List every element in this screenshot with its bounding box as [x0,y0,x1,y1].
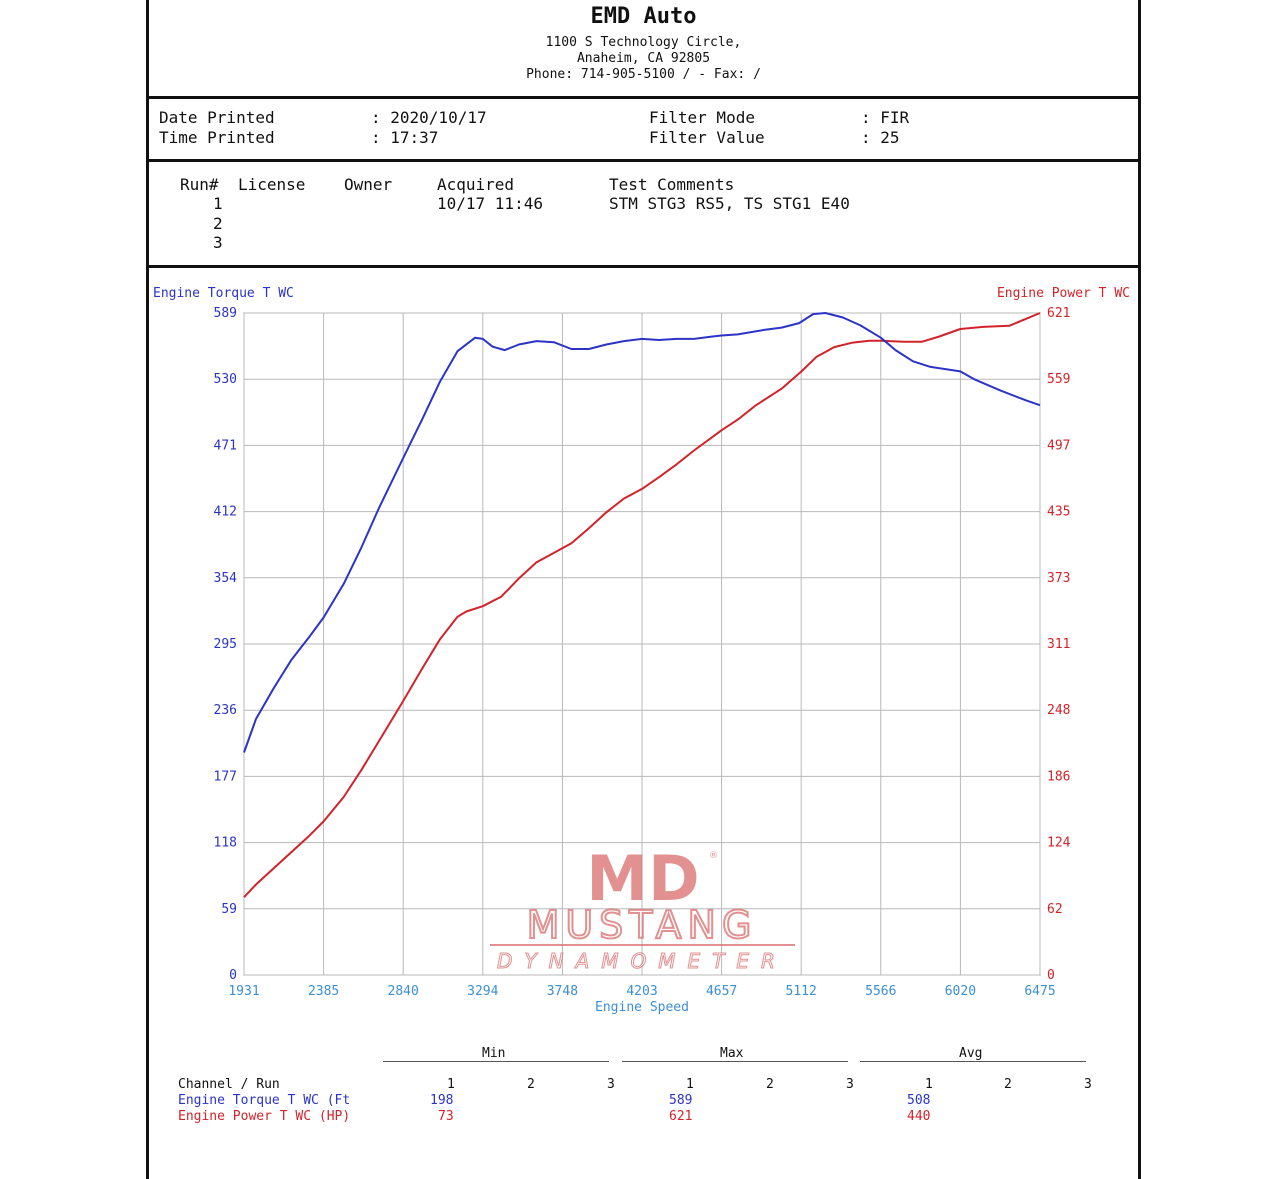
stats-power-max: 621 [669,1109,693,1124]
time-printed-label: Time Printed [159,128,275,147]
y-right-tick-label: 497 [1047,438,1070,453]
phone-line: Phone: 714-905-5100 / - Fax: / [526,67,761,82]
y-right-tick-label: 0 [1047,968,1055,983]
run-1-comment: STM STG3 RS5, TS STG1 E40 [609,194,850,213]
series-line-engine-power [243,312,1041,898]
chart-grid [243,312,1041,976]
y-left-axis-label: Engine Torque T WC [153,286,294,301]
stats-max-run-1: 1 [686,1077,694,1092]
stats-torque-label: Engine Torque T WC (Ft [178,1093,351,1108]
stats-torque-max: 589 [669,1093,693,1108]
x-axis-label: Engine Speed [595,1000,689,1015]
shop-name: EMD Auto [590,4,697,29]
filter-mode-value: : FIR [861,108,910,127]
stats-avg-run-1: 1 [925,1077,933,1092]
run-1-acquired: 10/17 11:46 [437,194,543,213]
stats-max-run-3: 3 [846,1077,854,1092]
filter-value-label: Filter Value [649,128,765,147]
stats-avg-header: Avg [959,1046,983,1061]
logo-brand: MUSTANG [527,903,758,947]
stats-min-rule [383,1061,609,1062]
date-printed-value: : 2020/10/17 [371,108,487,127]
stats-max-rule [622,1061,848,1062]
stats-torque-avg: 508 [907,1093,931,1108]
y-right-tick-label: 186 [1047,769,1070,784]
stats-avg-run-2: 2 [1004,1077,1012,1092]
y-left-tick-label: 530 [214,372,237,387]
stats-power-avg: 440 [907,1109,931,1124]
filter-value-value: : 25 [861,128,900,147]
dyno-report-page: EMD Auto 1100 S Technology Circle, Anahe… [146,0,1141,1179]
y-left-tick-label: 295 [214,637,237,652]
run-2-number: 2 [213,214,223,233]
address-line-2: Anaheim, CA 92805 [576,51,711,66]
stats-max-run-2: 2 [766,1077,774,1092]
runs-header-comments: Test Comments [609,175,735,194]
y-left-tick-label: 59 [221,902,237,917]
print-info-section: Date Printed : 2020/10/17 Time Printed :… [149,99,1138,162]
run-3-number: 3 [213,233,223,252]
runs-header-run: Run# [180,175,219,194]
logo-registered: ® [709,851,718,861]
x-tick-label: 6020 [945,984,976,999]
x-tick-label: 4203 [626,984,657,999]
x-tick-label: 1931 [228,984,259,999]
y-right-tick-label: 248 [1047,703,1070,718]
stats-max-header: Max [720,1046,744,1061]
runs-header-owner: Owner [344,175,393,194]
y-right-tick-label: 124 [1047,836,1071,851]
runs-header-acquired: Acquired [437,175,515,194]
y-right-tick-label: 311 [1047,637,1070,652]
stats-power-label: Engine Power T WC (HP) [178,1109,351,1124]
chart-tick-labels: 1931 2385 2840 3294 3748 4203 4657 5112 5566 6020… [214,306,1071,999]
stats-min-run-3: 3 [607,1077,615,1092]
x-tick-label: 4657 [706,984,737,999]
x-tick-label: 2840 [388,984,419,999]
stats-avg-rule [860,1061,1086,1062]
logo-mark: MD [586,842,699,915]
y-right-tick-label: 621 [1047,306,1070,321]
runs-header-license: License [238,175,306,194]
y-left-tick-label: 0 [229,968,237,983]
y-left-tick-label: 589 [214,306,237,321]
y-right-tick-label: 62 [1047,902,1063,917]
stats-channel-label: Channel / Run [178,1077,280,1092]
y-right-axis-label: Engine Power T WC [997,286,1130,301]
stats-min-header: Min [482,1046,506,1061]
x-tick-label: 5566 [865,984,896,999]
chart-series [243,312,1041,898]
y-right-tick-label: 559 [1047,372,1070,387]
y-left-tick-label: 118 [214,836,237,851]
x-tick-label: 5112 [786,984,817,999]
run-1-number: 1 [213,194,223,213]
y-left-tick-label: 354 [214,571,238,586]
series-line-engine-torque [243,312,1041,753]
y-left-tick-label: 236 [214,703,237,718]
x-tick-label: 3294 [467,984,498,999]
logo-sub: DYNAMOMETER [497,949,787,973]
y-left-tick-label: 177 [214,769,237,784]
time-printed-value: : 17:37 [371,128,439,147]
stats-avg-run-3: 3 [1084,1077,1092,1092]
address-line-1: 1100 S Technology Circle, [545,35,742,50]
y-right-tick-label: 435 [1047,505,1070,520]
runs-table: Run# License Owner Acquired Test Comment… [149,162,1138,268]
stats-power-min: 73 [438,1109,454,1124]
stats-torque-min: 198 [430,1093,454,1108]
y-right-tick-label: 373 [1047,571,1070,586]
y-left-tick-label: 412 [214,505,237,520]
x-tick-label: 3748 [547,984,578,999]
report-header: EMD Auto 1100 S Technology Circle, Anahe… [149,0,1138,99]
stats-min-run-1: 1 [447,1077,455,1092]
mustang-dynamometer-logo: MD ® MUSTANG DYNAMOMETER [490,842,795,974]
stats-min-run-2: 2 [527,1077,535,1092]
x-tick-label: 6475 [1024,984,1055,999]
filter-mode-label: Filter Mode [649,108,755,127]
x-tick-label: 2385 [308,984,339,999]
y-left-tick-label: 471 [214,438,237,453]
date-printed-label: Date Printed [159,108,275,127]
